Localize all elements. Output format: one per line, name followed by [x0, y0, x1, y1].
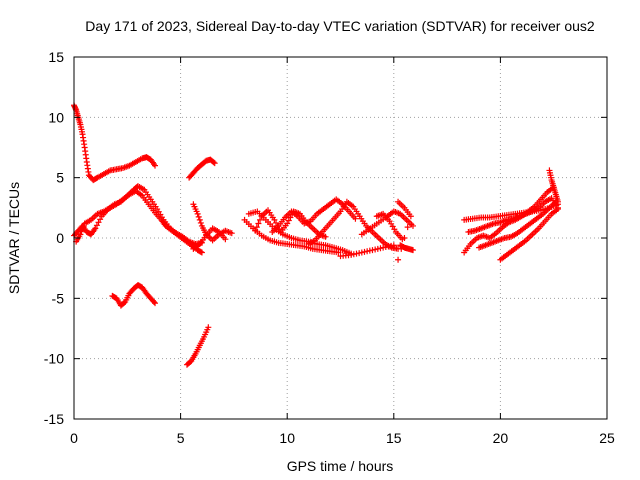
y-tick-label: -10: [44, 351, 64, 367]
data-point: [222, 236, 229, 243]
data-point: [194, 210, 201, 217]
data-point: [348, 251, 355, 258]
data-point-interp: [121, 299, 128, 306]
data-point-interp: [97, 216, 104, 223]
data-point-interp: [382, 244, 389, 251]
data-point-interp: [356, 250, 363, 257]
data-point-interp: [364, 248, 371, 255]
x-tick-label: 5: [177, 430, 185, 446]
data-point: [322, 233, 329, 240]
data-point: [198, 249, 205, 256]
axis-layer: 0 5 10 15 20 25 -15 -10 -5 0 5 10 15: [44, 49, 615, 446]
data-point: [92, 225, 99, 232]
data-point: [369, 247, 376, 254]
data-point: [409, 247, 416, 254]
data-point-interp: [377, 245, 384, 252]
data-point: [77, 231, 84, 238]
data-point: [380, 244, 387, 251]
data-point: [152, 162, 159, 169]
data-layer: [71, 102, 561, 368]
data-point-interp: [150, 298, 157, 305]
data-point-interp: [374, 245, 381, 252]
data-point-interp: [195, 213, 202, 220]
data-point: [407, 213, 414, 220]
data-point-interp: [273, 219, 280, 226]
x-tick-label: 15: [386, 430, 402, 446]
data-point-interp: [78, 228, 85, 235]
data-point: [152, 300, 159, 307]
data-point-interp: [197, 219, 204, 226]
data-series-trace-5: [186, 156, 218, 181]
data-series-trace-7: [190, 201, 235, 244]
data-point-interp: [80, 223, 87, 230]
data-series-trace-17: [395, 198, 414, 263]
data-point-interp: [361, 248, 368, 255]
x-tick-label: 10: [279, 430, 295, 446]
data-point: [252, 227, 259, 234]
data-series-trace-3: [73, 187, 205, 256]
data-point: [271, 216, 278, 223]
data-point-interp: [366, 247, 373, 254]
data-point-interp: [197, 248, 204, 255]
data-point-interp: [350, 251, 357, 258]
data-series-trace-8: [190, 225, 229, 252]
data-point: [395, 256, 402, 263]
data-point-interp: [388, 242, 395, 249]
data-point: [228, 230, 235, 237]
data-point-interp: [253, 224, 260, 231]
data-point-interp: [353, 250, 360, 257]
data-series-trace-6: [183, 324, 212, 368]
data-point: [409, 222, 416, 229]
data-point: [554, 204, 561, 211]
data-series-trace-12: [269, 196, 359, 235]
y-tick-label: 15: [48, 49, 64, 65]
y-axis-label: SDTVAR / TECUs: [6, 182, 22, 294]
data-series-trace-21: [476, 198, 559, 251]
y-tick-label: -15: [44, 411, 64, 427]
data-point: [352, 215, 359, 222]
data-point: [211, 160, 218, 167]
data-point: [284, 220, 291, 227]
data-series-trace-23: [465, 195, 561, 235]
data-series-trace-9: [241, 216, 342, 256]
data-point-interp: [257, 216, 264, 223]
data-point: [358, 249, 365, 256]
data-point: [554, 198, 561, 205]
data-series-trace-18: [397, 242, 416, 254]
data-point-interp: [93, 222, 100, 229]
data-point-interp: [401, 235, 408, 241]
data-series-trace-16: [373, 210, 406, 243]
data-series-trace-14: [337, 242, 397, 260]
data-point-interp: [385, 243, 392, 250]
x-axis-label: GPS time / hours: [287, 458, 394, 474]
data-point-interp: [255, 220, 262, 227]
data-point-interp: [79, 225, 86, 232]
data-series-trace-15: [358, 208, 416, 238]
y-tick-label: 5: [56, 170, 64, 186]
x-tick-label: 20: [493, 430, 509, 446]
y-tick-label: 10: [48, 109, 64, 125]
data-series-trace-1: [71, 102, 159, 184]
data-point: [205, 324, 212, 331]
data-point-interp: [95, 219, 102, 226]
y-tick-label: 0: [56, 230, 64, 246]
data-point-interp: [404, 224, 411, 231]
data-series-trace-4: [109, 282, 159, 309]
data-series-trace-24: [546, 167, 561, 205]
data-point-interp: [196, 216, 203, 223]
y-tick-label: -5: [52, 290, 65, 306]
x-tick-label: 25: [599, 430, 615, 446]
chart-title: Day 171 of 2023, Sidereal Day-to-day VTE…: [85, 18, 595, 34]
data-point-interp: [210, 159, 217, 166]
data-point: [390, 242, 397, 249]
data-point-interp: [285, 217, 292, 224]
x-tick-label: 0: [70, 430, 78, 446]
data-point-interp: [372, 246, 379, 253]
